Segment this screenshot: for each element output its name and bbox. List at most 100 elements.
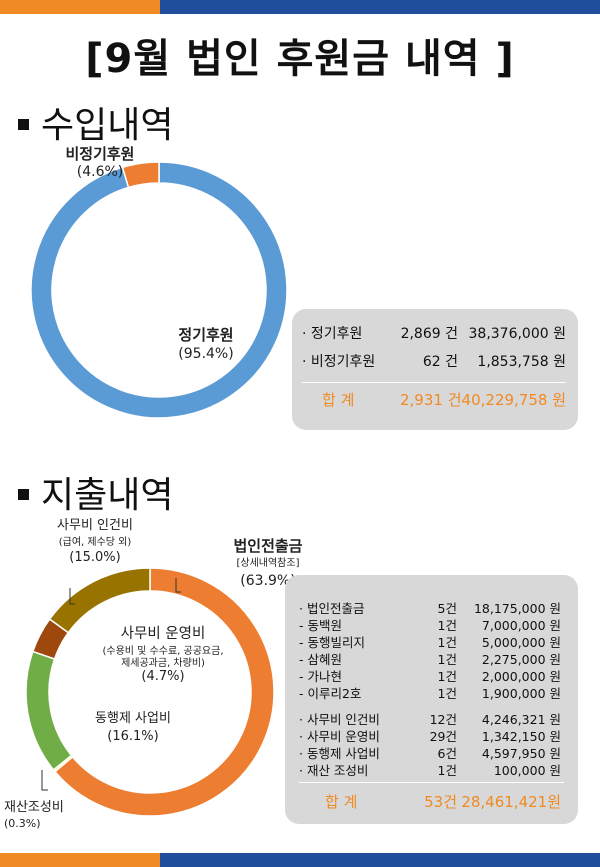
income-row-irregular: · 비정기후원 62 건 1,853,758 원	[302, 351, 566, 371]
income-row-amount: 1,853,758 원	[477, 354, 566, 370]
expense-slice-2	[25, 650, 73, 771]
expense-slice-0	[53, 567, 275, 817]
expense-row-count: 5건	[437, 601, 457, 616]
expense-row-amount: 2,275,000 원	[481, 652, 561, 667]
expense-row-amount: 4,246,321 원	[481, 712, 561, 727]
expense-row-amount: 18,175,000 원	[473, 601, 561, 616]
expense-row-amount: 100,000 원	[493, 763, 561, 778]
income-total-divider	[302, 382, 566, 383]
expense-row-count: 1건	[437, 686, 457, 701]
expense-total-divider	[299, 782, 564, 783]
expense-row-amount: 1,900,000 원	[481, 686, 561, 701]
top-bar-orange-segment	[0, 0, 160, 14]
expense-label-personnel-pct: (15.0%)	[69, 550, 121, 565]
income-label-irregular-name: 비정기후원	[65, 145, 135, 163]
expense-total-count: 53건	[424, 793, 457, 811]
expense-row-label: - 삼혜원	[299, 652, 342, 667]
expense-label-corporate-pct: (63.9%)	[240, 573, 296, 589]
expense-row-count: 6건	[437, 746, 457, 761]
expense-row-amount: 1,342,150 원	[481, 729, 561, 744]
expense-row-label: · 동행제 사업비	[299, 746, 380, 761]
top-color-bar	[0, 0, 600, 14]
expense-label-property-name: 재산조성비	[4, 800, 64, 815]
expense-row-count: 1건	[437, 618, 457, 633]
expense-slice-4	[48, 567, 151, 634]
income-row-amount: 38,376,000 원	[468, 326, 567, 342]
expense-section-heading: 지출내역	[18, 466, 173, 518]
expense-row-count: 29건	[429, 729, 457, 744]
income-donut-chart	[30, 161, 288, 419]
expense-row-label: - 가나현	[299, 669, 342, 684]
expense-row-amount: 7,000,000 원	[481, 618, 561, 633]
income-row-label: · 비정기후원	[302, 354, 376, 370]
expense-row-label: · 사무비 운영비	[299, 729, 380, 744]
expense-row-count: 1건	[437, 763, 457, 778]
expense-label-project-pct: (16.1%)	[107, 729, 159, 744]
expense-label-corporate-name: 법인전출금	[233, 537, 303, 555]
income-total-row: 합 계 2,931 건 40,229,758 원	[302, 389, 566, 410]
leader-line-property	[41, 770, 48, 791]
expense-label-property-pct: (0.3%)	[4, 817, 41, 830]
expense-label-personnel-name: 사무비 인건비	[57, 518, 133, 533]
expense-row: - 동행빌리지 1건 5,000,000 원	[299, 632, 561, 651]
expense-label-operation-sub1: (수용비 및 수수료, 공공요금,	[102, 646, 224, 657]
expense-label-corporate-sub: [상세내역참조]	[236, 558, 300, 569]
expense-row-label: - 동행빌리지	[299, 635, 365, 650]
expense-row: - 동백원 1건 7,000,000 원	[299, 615, 561, 634]
expense-label-operation-name: 사무비 운영비	[120, 626, 206, 642]
income-total-label: 합 계	[322, 391, 355, 409]
expense-row-label: · 사무비 인건비	[299, 712, 380, 727]
income-slice-0	[30, 161, 288, 419]
expense-total-amount: 28,461,421원	[461, 793, 561, 811]
expense-row-amount: 2,000,000 원	[481, 669, 561, 684]
income-total-amount: 40,229,758 원	[461, 391, 566, 409]
expense-row-count: 12건	[429, 712, 457, 727]
expense-row-label: · 재산 조성비	[299, 763, 369, 778]
expense-row: · 사무비 운영비 29건 1,342,150 원	[299, 726, 561, 745]
square-bullet-icon	[18, 118, 29, 130]
expense-row: · 사무비 인건비 12건 4,246,321 원	[299, 709, 561, 728]
expense-label-operation-sub2: 제세공과금, 차량비)	[121, 658, 205, 669]
leader-line-personnel	[69, 588, 75, 605]
income-summary-box: · 정기후원 2,869 건 38,376,000 원 · 비정기후원 62 건…	[292, 309, 578, 430]
expense-summary-box: · 법인전출금 5건 18,175,000 원 - 동백원 1건 7,000,0…	[285, 575, 578, 824]
expense-row: · 동행제 사업비 6건 4,597,950 원	[299, 743, 561, 762]
income-total-count: 2,931 건	[400, 391, 462, 409]
income-row-count: 2,869 건	[400, 326, 458, 342]
expense-row: · 재산 조성비 1건 100,000 원	[299, 760, 561, 779]
page-title: [9월 법인 후원금 내역 ]	[85, 36, 515, 82]
expense-row-label: - 이루리2호	[299, 686, 362, 701]
income-row-label: · 정기후원	[302, 326, 363, 342]
square-bullet-icon	[18, 488, 29, 500]
expense-row-label: - 동백원	[299, 618, 342, 633]
expense-row-count: 1건	[437, 635, 457, 650]
top-bar-blue-segment	[160, 0, 600, 14]
expense-row-count: 1건	[437, 652, 457, 667]
bottom-color-bar	[0, 853, 600, 867]
expense-row: - 이루리2호 1건 1,900,000 원	[299, 683, 561, 702]
expense-row-amount: 5,000,000 원	[481, 635, 561, 650]
income-label-regular-name: 정기후원	[178, 326, 234, 344]
income-label-regular-pct: (95.4%)	[178, 346, 234, 362]
expense-row-label: · 법인전출금	[299, 601, 365, 616]
income-row-regular: · 정기후원 2,869 건 38,376,000 원	[302, 323, 566, 343]
expense-total-row: 합 계 53건 28,461,421원	[299, 791, 561, 812]
income-slice-1	[121, 161, 160, 189]
expense-row-amount: 4,597,950 원	[481, 746, 561, 761]
expense-row: · 법인전출금 5건 18,175,000 원	[299, 598, 561, 617]
expense-row: - 삼혜원 1건 2,275,000 원	[299, 649, 561, 668]
bottom-bar-orange-segment	[0, 853, 160, 867]
bottom-bar-blue-segment	[160, 853, 600, 867]
income-heading-text: 수입내역	[41, 105, 174, 146]
income-row-count: 62 건	[422, 354, 458, 370]
income-label-irregular-pct: (4.6%)	[76, 164, 124, 180]
expense-row: - 가나현 1건 2,000,000 원	[299, 666, 561, 685]
expense-label-project-name: 동행제 사업비	[95, 711, 171, 726]
expense-label-personnel-sub: (급여, 제수당 외)	[58, 537, 132, 548]
expense-total-label: 합 계	[325, 793, 358, 811]
leader-line-corporate	[175, 578, 181, 593]
income-section-heading: 수입내역	[18, 96, 173, 148]
expense-heading-text: 지출내역	[41, 475, 174, 516]
expense-row-count: 1건	[437, 669, 457, 684]
